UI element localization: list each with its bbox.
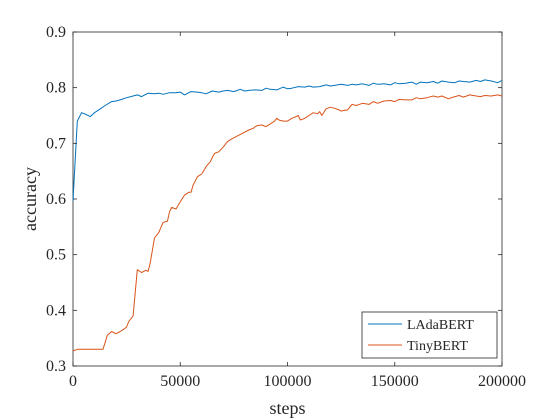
x-tick-label: 0 <box>69 373 77 390</box>
y-tick-label: 0.6 <box>46 191 66 208</box>
series-line-ladabert <box>72 79 503 201</box>
plot-area <box>72 31 503 367</box>
y-tick-label: 0.8 <box>46 80 66 97</box>
y-tick-label: 0.9 <box>46 24 66 41</box>
y-tick-label: 0.3 <box>46 358 66 375</box>
y-tick-label: 0.7 <box>46 135 66 152</box>
legend: LAdaBERT TinyBERT <box>361 311 498 359</box>
legend-box <box>361 311 498 359</box>
y-tick-label: 0.5 <box>46 247 66 264</box>
x-tick-label: 50000 <box>160 373 200 390</box>
x-tick-label: 150000 <box>371 373 419 390</box>
legend-label-tinybert: TinyBERT <box>407 339 468 354</box>
x-tick-label: 200000 <box>478 373 526 390</box>
x-axis-label: steps <box>270 398 306 418</box>
y-tick-label: 0.4 <box>46 302 66 319</box>
y-axis-label: accuracy <box>20 167 40 231</box>
legend-label-ladabert: LAdaBERT <box>407 318 474 333</box>
series-line-tinybert <box>72 94 503 352</box>
axes-box <box>72 31 503 367</box>
x-tick-label: 100000 <box>264 373 312 390</box>
ticks-layer: 0 50000 100000 150000 200000 0.3 0.4 0.5 0.6 0.7 0… <box>46 24 526 390</box>
series-layer <box>72 79 503 352</box>
